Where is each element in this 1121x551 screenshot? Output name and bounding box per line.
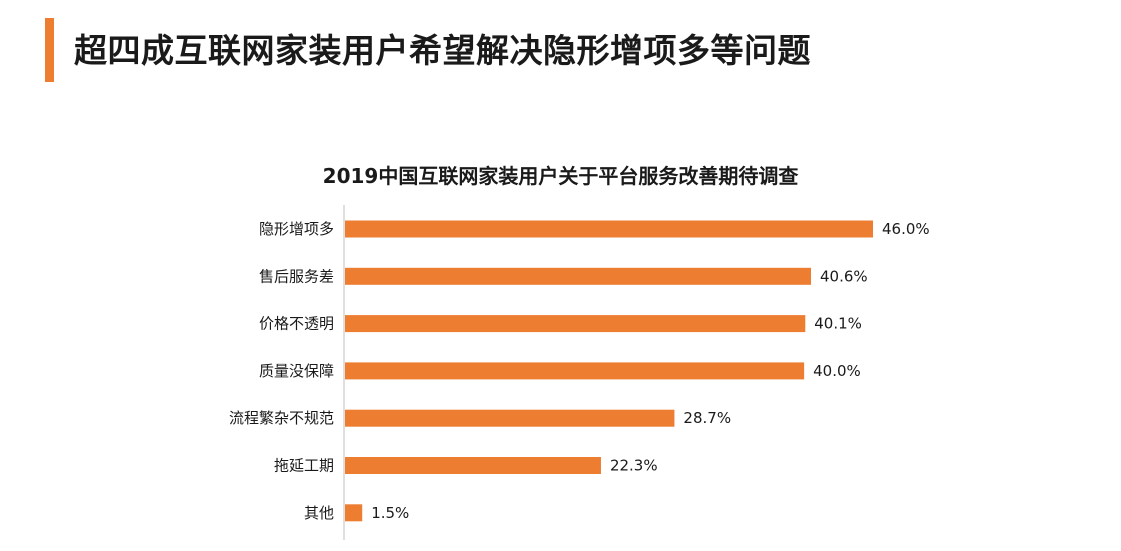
chart-title: 2019中国互联网家装用户关于平台服务改善期待调查 xyxy=(322,164,799,188)
bars-group: 隐形增项多 46.0% 售后服务差 40.6% 价格不透明 40.1% 质量没保障 40.0%… xyxy=(229,220,930,522)
category-label: 隐形增项多 xyxy=(259,220,334,238)
category-label: 拖延工期 xyxy=(274,457,334,475)
bar-6 xyxy=(345,504,363,522)
value-label: 40.6% xyxy=(820,267,868,285)
category-label: 价格不透明 xyxy=(259,315,334,333)
value-label: 1.5% xyxy=(371,504,409,522)
category-label: 流程繁杂不规范 xyxy=(229,409,334,427)
value-label: 40.0% xyxy=(813,362,861,380)
bar-5 xyxy=(345,457,601,474)
value-label: 28.7% xyxy=(683,409,731,427)
bar-2 xyxy=(345,315,806,333)
category-label: 其他 xyxy=(304,504,334,522)
value-label: 46.0% xyxy=(882,220,930,238)
title-accent-bar xyxy=(45,18,54,82)
value-label: 22.3% xyxy=(610,457,658,475)
bar-4 xyxy=(345,409,675,427)
category-label: 售后服务差 xyxy=(259,267,334,285)
bar-1 xyxy=(345,267,812,285)
category-label: 质量没保障 xyxy=(259,362,334,380)
bar-3 xyxy=(345,362,805,380)
page-title: 超四成互联网家装用户希望解决隐形增项多等问题 xyxy=(74,31,811,70)
value-label: 40.1% xyxy=(814,315,862,333)
bar-0 xyxy=(345,220,873,238)
